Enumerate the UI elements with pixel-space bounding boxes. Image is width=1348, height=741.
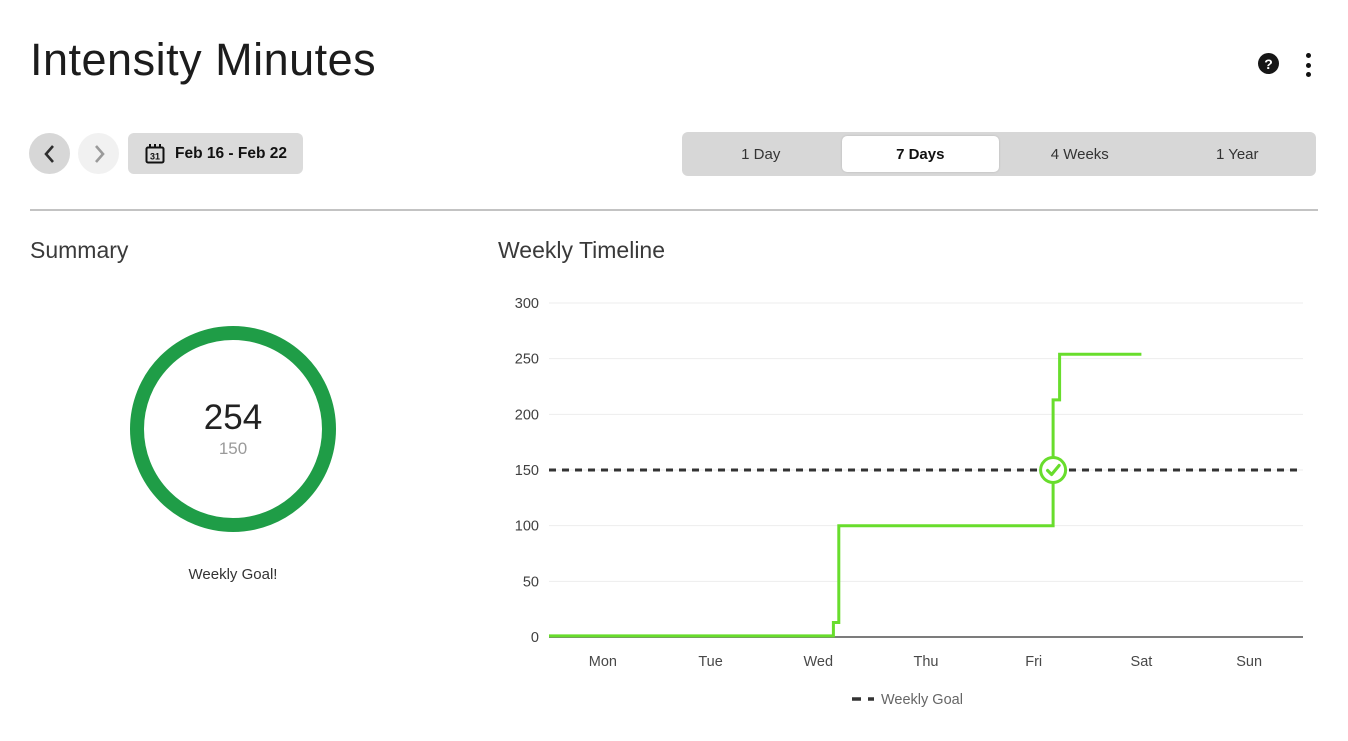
- previous-period-button[interactable]: [29, 133, 70, 174]
- x-tick-label: Wed: [804, 654, 834, 670]
- legend-label: Weekly Goal: [881, 692, 963, 708]
- time-range-selector: 1 Day 7 Days 4 Weeks 1 Year: [682, 132, 1316, 176]
- tab-7-days[interactable]: 7 Days: [841, 136, 999, 172]
- date-range-label: Feb 16 - Feb 22: [175, 144, 287, 162]
- y-tick-label: 50: [523, 574, 539, 590]
- chevron-left-icon: [43, 144, 54, 163]
- kebab-menu-icon[interactable]: [1302, 53, 1314, 77]
- tab-1-day[interactable]: 1 Day: [741, 145, 781, 163]
- weekly-goal-caption: Weekly Goal!: [188, 566, 278, 583]
- page-title: Intensity Minutes: [30, 34, 377, 85]
- y-tick-label: 0: [531, 630, 539, 646]
- x-tick-label: Tue: [698, 654, 722, 670]
- x-tick-label: Fri: [1025, 654, 1042, 670]
- x-tick-label: Sat: [1131, 654, 1153, 670]
- check-icon: [1046, 463, 1061, 477]
- timeline-svg[interactable]: 0 50 100 150 200 250 300 Mon Tue Wed Thu Fri Sat Sun W…: [500, 290, 1315, 720]
- next-period-button[interactable]: [78, 133, 119, 174]
- kebab-dot: [1305, 72, 1311, 77]
- summary-heading: Summary: [30, 237, 129, 263]
- kebab-dot: [1305, 62, 1311, 68]
- y-tick-label: 200: [515, 407, 539, 423]
- intensity-minutes-line: [549, 352, 1142, 638]
- calendar-icon: 31: [145, 143, 165, 163]
- chevron-right-icon: [94, 144, 105, 163]
- tab-4-weeks[interactable]: 4 Weeks: [1050, 145, 1109, 163]
- x-tick-label: Mon: [589, 654, 617, 670]
- tab-1-year[interactable]: 1 Year: [1215, 145, 1259, 163]
- help-glyph: ?: [1264, 55, 1273, 72]
- goal-achieved-marker: [1039, 456, 1068, 484]
- intensity-minutes-goal: 150: [218, 439, 248, 459]
- intensity-minutes-total: 254: [203, 397, 263, 437]
- y-tick-label: 250: [515, 352, 539, 368]
- header-divider: [30, 209, 1318, 211]
- svg-text:31: 31: [150, 151, 160, 161]
- weekly-goal-ring: 254 150: [130, 326, 336, 532]
- date-range-button[interactable]: 31 Feb 16 - Feb 22: [128, 133, 303, 174]
- x-tick-label: Sun: [1236, 654, 1262, 670]
- weekly-timeline-chart[interactable]: 0 50 100 150 200 250 300 Mon Tue Wed Thu Fri Sat Sun W…: [500, 290, 1315, 720]
- x-tick-label: Thu: [914, 654, 939, 670]
- y-tick-label: 100: [515, 519, 539, 535]
- weekly-timeline-heading: Weekly Timeline: [498, 237, 666, 263]
- help-icon[interactable]: ?: [1258, 53, 1279, 74]
- y-tick-label: 150: [515, 463, 539, 479]
- y-tick-label: 300: [515, 296, 539, 312]
- kebab-dot: [1305, 53, 1311, 58]
